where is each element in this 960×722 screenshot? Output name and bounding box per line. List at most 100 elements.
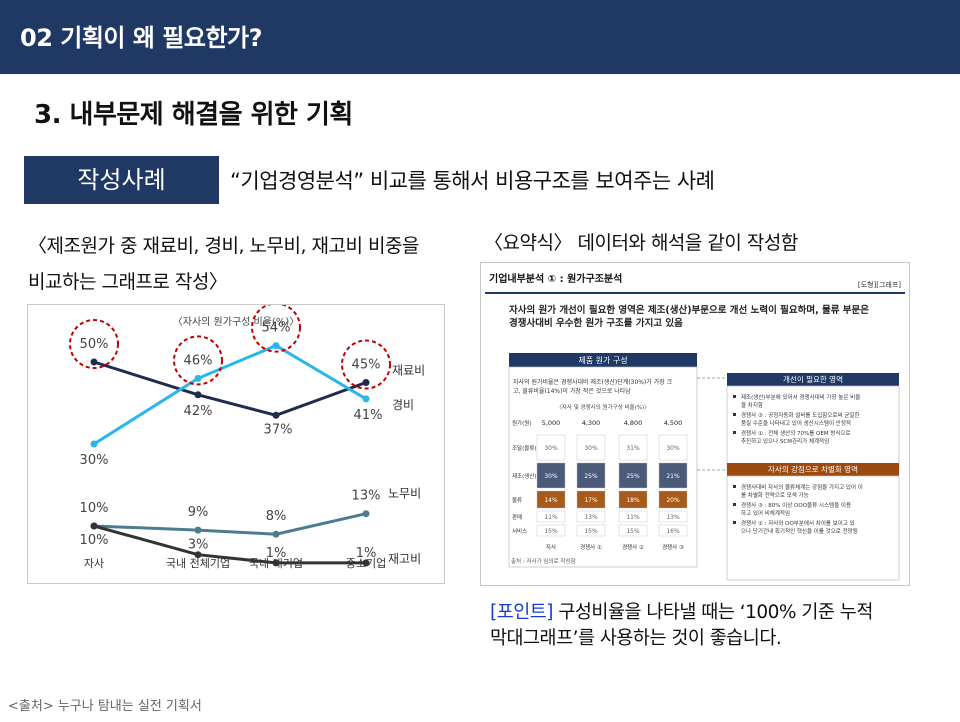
- doc-stack-cell: [618, 510, 648, 523]
- doc-cost-label: 원가(원): [512, 419, 531, 427]
- data-point: [90, 440, 98, 448]
- source-note: <출처> 누구나 탐내는 실전 기획서: [8, 699, 202, 714]
- series-line: [93, 524, 366, 565]
- series-line: [93, 360, 367, 417]
- data-label: 13%: [352, 489, 381, 504]
- data-point: [272, 559, 280, 567]
- doc-stack-value: 13%: [584, 514, 598, 521]
- header-bar: 02 기획이 왜 필요한가?: [0, 0, 960, 74]
- doc-stack-cell: [658, 462, 688, 489]
- data-label: 50%: [80, 337, 109, 352]
- doc-stack-cell: [618, 490, 648, 509]
- doc-column-label: 자사: [546, 543, 556, 551]
- section-title: 3. 내부문제 해결을 위한 기획: [34, 100, 353, 130]
- doc-source-note: 출처 : 자사가 임의로 작성함: [511, 557, 576, 565]
- doc-stack-cell: [536, 524, 566, 537]
- series-name-label: 재료비: [392, 364, 425, 378]
- highlight-circle: [173, 335, 223, 386]
- doc-stack-value: 11%: [544, 514, 558, 521]
- doc-stack-cell: [618, 462, 648, 489]
- series-line: [93, 512, 367, 536]
- data-label: 8%: [266, 509, 287, 524]
- doc-stack-cell: [576, 490, 606, 509]
- data-point: [272, 411, 280, 419]
- doc-bullet-icon: [733, 485, 736, 488]
- doc-bullet-icon: [733, 413, 736, 416]
- doc-stack-value: 18%: [626, 497, 640, 504]
- data-label: 37%: [264, 422, 293, 437]
- doc-stack-cell: [658, 434, 688, 461]
- doc-stack-cell: [658, 490, 688, 509]
- doc-stack-value: 17%: [584, 497, 598, 504]
- doc-panel-frame: [508, 366, 698, 568]
- doc-cost-value: 4,800: [624, 419, 643, 427]
- data-point: [362, 559, 370, 567]
- doc-stack-value: 20%: [666, 497, 680, 504]
- data-point: [90, 358, 98, 366]
- doc-column-label: 경쟁사 ③: [662, 543, 684, 551]
- data-point: [272, 530, 280, 538]
- series-name-label: 경비: [392, 398, 414, 412]
- doc-bullet-icon: [733, 431, 736, 434]
- doc-box-item: 을 차지함: [741, 401, 763, 409]
- doc-box-frame: [726, 475, 900, 581]
- doc-stack-value: 11%: [626, 514, 640, 521]
- data-label: 30%: [80, 453, 109, 468]
- doc-box-item: 경쟁사 ① : 전체 생산의 70%를 OEM 방식으로: [741, 429, 851, 437]
- example-tag: 작성사례: [24, 156, 219, 204]
- doc-box-header: [727, 373, 899, 386]
- doc-stack-cell: [536, 490, 566, 509]
- doc-box-item: 제조(생산)부분에 있어서 경쟁사대비 가장 높은 비율: [741, 393, 860, 401]
- data-point: [90, 522, 98, 530]
- doc-bullet-icon: [733, 395, 736, 398]
- doc-row-label: 제조(생산): [512, 472, 537, 480]
- doc-bullet-icon: [733, 503, 736, 506]
- point-note: [포인트] 구성비율을 나타낼 때는 ‘100% 기준 누적 막대그래프’를 사…: [490, 600, 910, 652]
- doc-stack-value: 30%: [666, 445, 680, 452]
- doc-box-item: 경쟁사 ③ : 80% 이상 OOO물류 시스템을 이용: [741, 501, 851, 509]
- point-label: [포인트]: [490, 602, 554, 623]
- data-point: [362, 510, 370, 518]
- doc-stack-value: 14%: [544, 497, 558, 504]
- doc-box-item: 하고 있어 비체계적임: [741, 509, 790, 517]
- doc-stack-cell: [576, 524, 606, 537]
- doc-stack-cell: [536, 462, 566, 489]
- header-title: 02 기획이 왜 필요한가?: [20, 24, 263, 52]
- doc-stack-cell: [618, 434, 648, 461]
- doc-box-item: 품질 수준을 나타내고 있어 생산시스템이 안정적: [741, 419, 851, 427]
- data-point: [362, 395, 370, 403]
- doc-stack-value: 30%: [584, 445, 598, 452]
- analysis-document: 기업내부분석 ① : 원가구조분석 [도형][그래프] 자사의 원가 개선이 필요한…: [480, 262, 910, 586]
- doc-stack-value: 25%: [584, 473, 598, 480]
- doc-box-item: 경쟁사 ① : 자사와 OO부분에서 차이를 보이고 있: [741, 519, 855, 527]
- doc-stack-cell: [576, 462, 606, 489]
- data-label: 1%: [266, 546, 287, 561]
- left-caption-line1: 〈제조원가 중 재료비, 경비, 노무비, 재고비 비중을: [28, 235, 419, 257]
- doc-cost-value: 4,300: [582, 419, 601, 427]
- doc-row-label: 판매: [512, 513, 522, 521]
- data-label: 45%: [352, 358, 381, 373]
- doc-box-title: 자사의 강점으로 차별화 영역: [768, 464, 858, 474]
- data-label: 10%: [80, 533, 109, 548]
- x-tick-label: 국내 전체기업: [166, 557, 230, 570]
- doc-box-header: [727, 463, 899, 476]
- data-label: 54%: [262, 321, 291, 336]
- doc-header-title: 기업내부분석 ① : 원가구조분석: [489, 272, 622, 285]
- doc-stack-cell: [536, 434, 566, 461]
- doc-stack-cell: [658, 524, 688, 537]
- doc-stack-value: 25%: [626, 473, 640, 480]
- data-label: 42%: [184, 404, 213, 419]
- point-text-line1: 구성비율을 나타낼 때는 ‘100% 기준 누적: [553, 602, 873, 623]
- doc-stack-cell: [658, 510, 688, 523]
- doc-box-item: 추진하고 있으나 SCM관리가 체계적임: [741, 437, 829, 445]
- doc-column-label: 경쟁사 ①: [580, 543, 602, 551]
- doc-row-label: 서비스: [512, 527, 527, 535]
- data-point: [194, 374, 202, 382]
- document-svg: 기업내부분석 ① : 원가구조분석 [도형][그래프] 자사의 원가 개선이 필요한…: [485, 272, 905, 581]
- data-label: 9%: [188, 505, 209, 520]
- doc-stack-cell: [536, 510, 566, 523]
- doc-column-label: 경쟁사 ②: [622, 543, 644, 551]
- doc-header-tag: [도형][그래프]: [858, 280, 901, 289]
- doc-stack-cell: [576, 510, 606, 523]
- doc-box-item: 경쟁사대비 자사의 물류체계는 강점을 가지고 있어 이: [741, 483, 863, 491]
